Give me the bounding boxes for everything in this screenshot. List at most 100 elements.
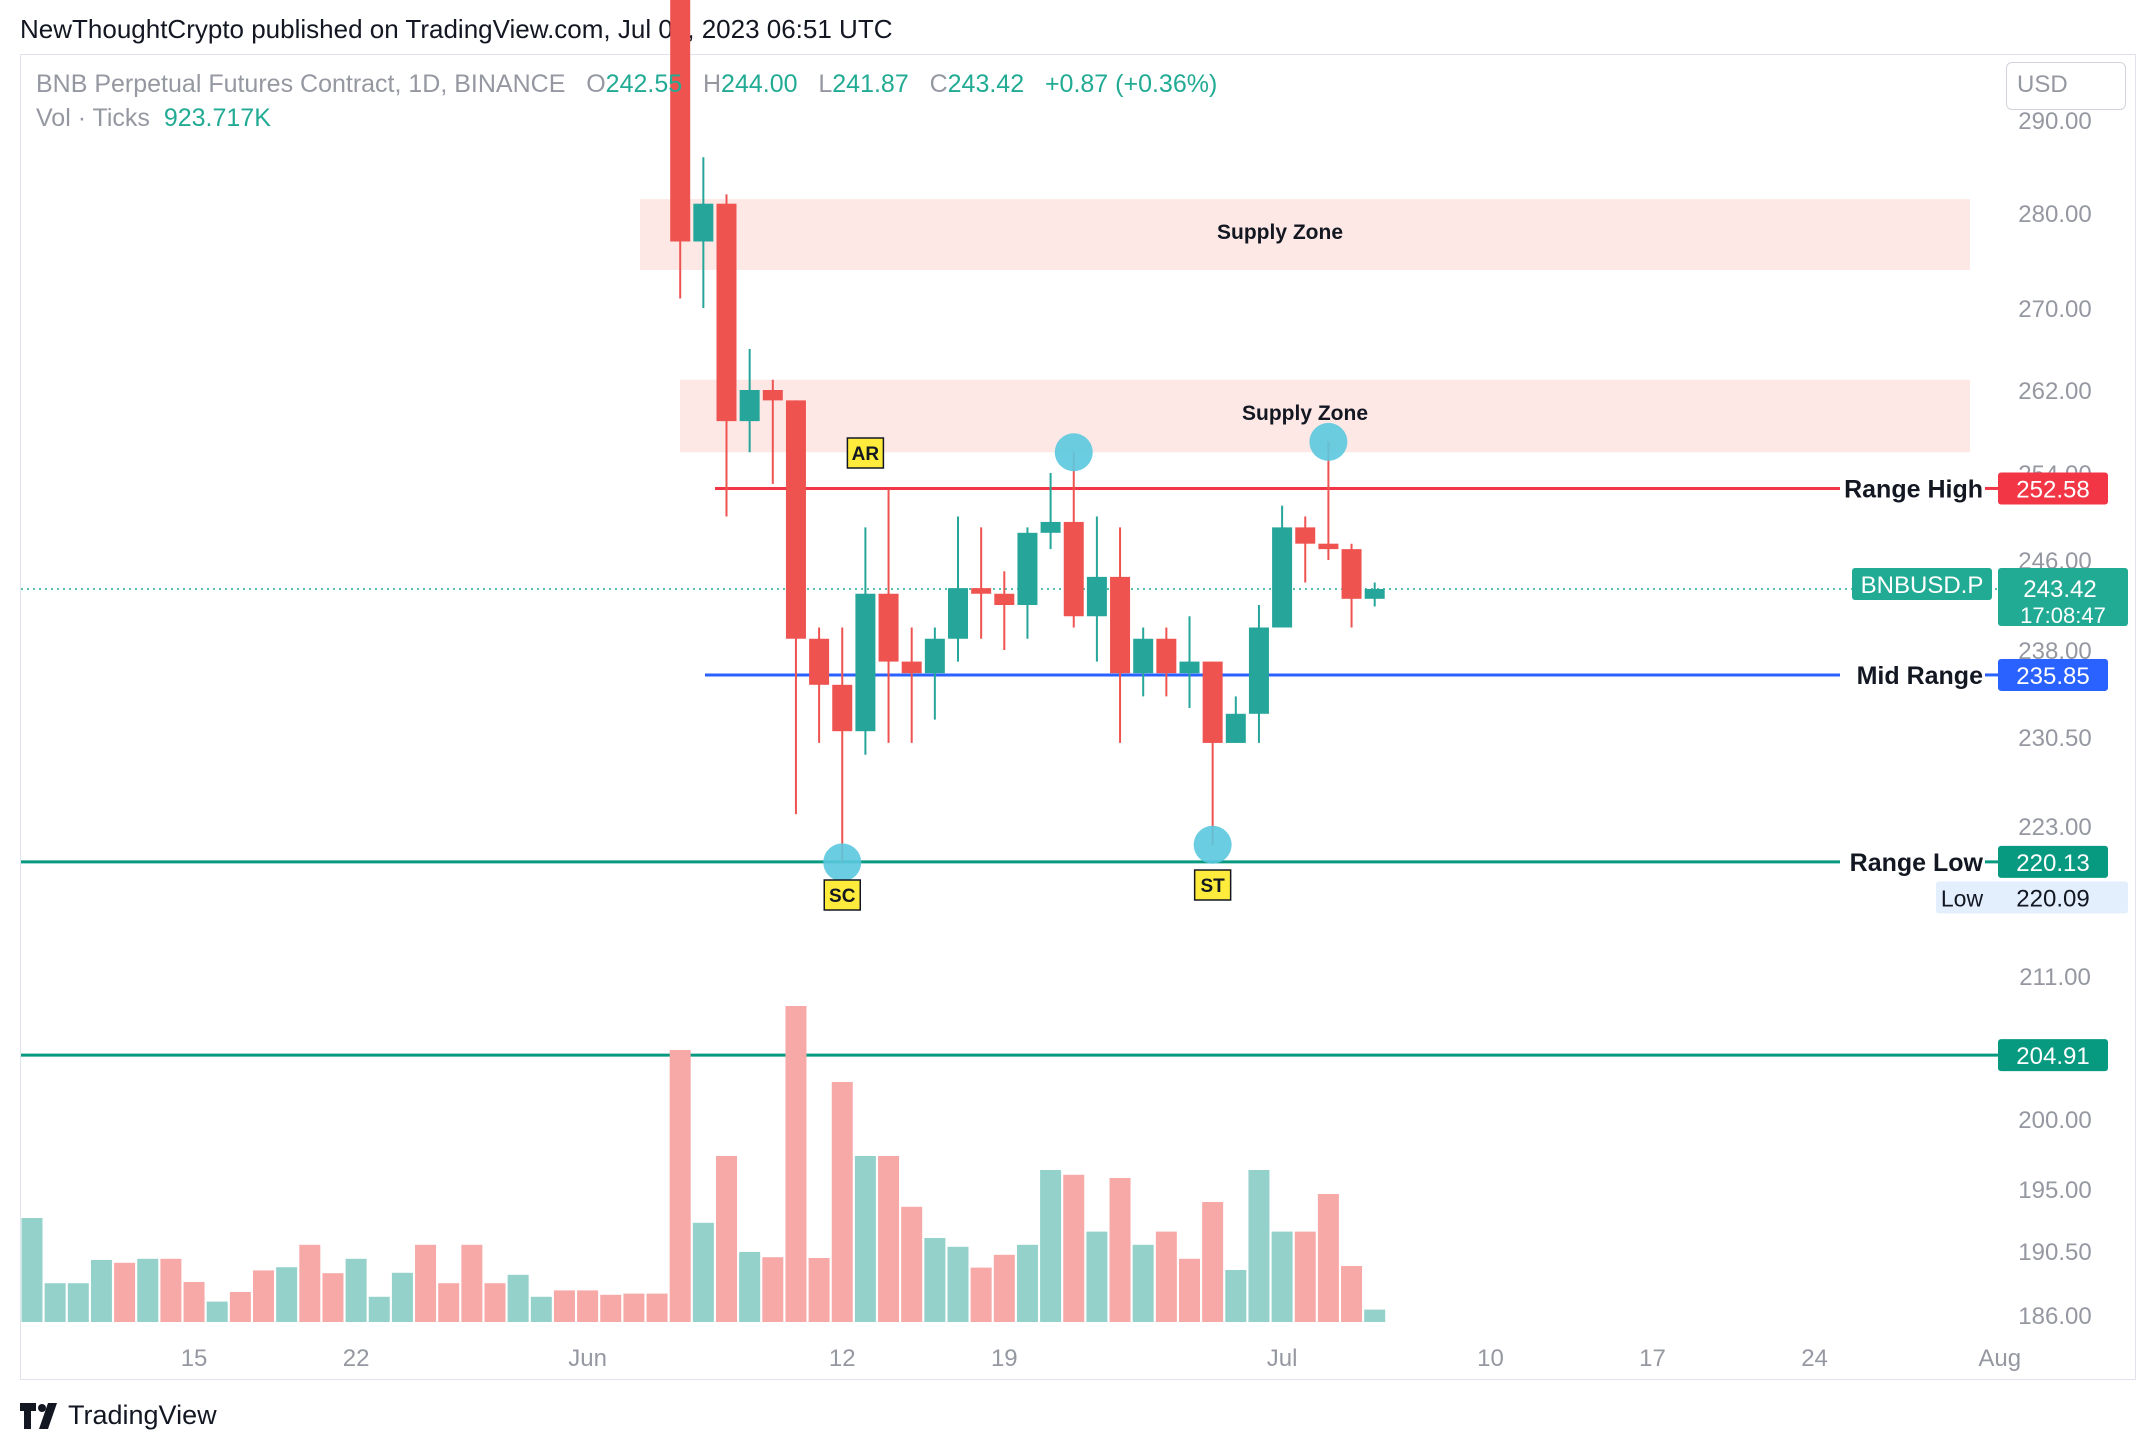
swing-marker xyxy=(1193,825,1232,864)
level-4-tag: 204.91 xyxy=(2016,1043,2089,1070)
y-axis-tick: 230.50 xyxy=(2018,725,2091,752)
volume-bar xyxy=(623,1293,645,1322)
candle-body xyxy=(1086,576,1107,617)
annotation-box-sc xyxy=(823,879,861,911)
candle-body xyxy=(1202,661,1223,743)
volume-bar xyxy=(1294,1231,1316,1322)
candle-body xyxy=(1063,521,1084,617)
open-label: O xyxy=(586,70,606,98)
candle-body xyxy=(855,593,876,732)
mid-range-tag-bg xyxy=(1998,658,2108,691)
volume-bar xyxy=(484,1283,506,1322)
volume-legend: Vol · Ticks 923.717K xyxy=(36,104,271,133)
low-tag-bg xyxy=(1936,881,2128,914)
level-label-1: Range High xyxy=(1844,475,1983,503)
volume-bar xyxy=(183,1282,205,1322)
volume-bar xyxy=(67,1283,89,1322)
volume-bar xyxy=(21,1218,43,1322)
candle-body xyxy=(1179,661,1200,674)
volume-bar xyxy=(716,1156,737,1322)
low-tag-label: Low xyxy=(1941,885,1984,911)
candle-body xyxy=(1341,549,1362,599)
volume-bar xyxy=(1016,1244,1038,1322)
volume-bar xyxy=(1225,1270,1247,1322)
volume-bar xyxy=(114,1262,136,1322)
x-axis-tick: 24 xyxy=(1801,1345,1828,1372)
level-4-tag-bg xyxy=(1998,1039,2108,1072)
volume-bar xyxy=(739,1252,761,1322)
volume-bar xyxy=(160,1258,182,1322)
tradingview-logo[interactable]: TradingView xyxy=(20,1400,217,1431)
volume-bar xyxy=(1341,1266,1363,1322)
volume-value: 923.717K xyxy=(163,104,271,132)
annotation-label-st: ST xyxy=(1201,876,1226,897)
y-axis-tick: 290.00 xyxy=(2018,108,2091,135)
candle-body xyxy=(971,588,992,594)
supply-zone-label-1: Supply Zone xyxy=(1217,221,1343,244)
volume-bar xyxy=(137,1258,159,1322)
y-axis-tick: 223.00 xyxy=(2018,814,2091,841)
x-axis-tick: Jul xyxy=(1267,1345,1298,1372)
volume-bar xyxy=(530,1296,552,1322)
range-low-tag-bg xyxy=(1998,845,2108,878)
candle-body xyxy=(670,0,691,242)
volume-bar xyxy=(924,1238,946,1322)
last-price-tag-bg xyxy=(1998,568,2128,627)
last-price-tag: 243.42 xyxy=(2023,576,2096,603)
y-axis-tick: 211.00 xyxy=(2019,964,2091,991)
volume-bar xyxy=(461,1244,483,1322)
open-value: 242.55 xyxy=(605,70,683,98)
chart-canvas[interactable]: Supply Zone Supply Zone Range High Mid Rang… xyxy=(0,0,2156,1390)
volume-bar xyxy=(438,1283,460,1322)
candle-body xyxy=(716,203,737,422)
symbol-title: BNB Perpetual Futures Contract, 1D, BINA… xyxy=(36,70,566,98)
x-axis-tick: Aug xyxy=(1978,1345,2021,1372)
x-axis-tick: 19 xyxy=(991,1345,1018,1372)
candle-body xyxy=(1364,589,1385,599)
volume-bar xyxy=(322,1273,344,1322)
close-value: 243.42 xyxy=(947,70,1025,98)
level-label-2: Mid Range xyxy=(1857,662,1983,690)
candle-body xyxy=(1133,638,1154,674)
high-label: H xyxy=(702,70,722,98)
volume-bar xyxy=(692,1222,714,1322)
volume-bar xyxy=(1179,1258,1200,1322)
level-label-3: Range Low xyxy=(1850,849,1984,877)
volume-bar xyxy=(553,1290,575,1322)
volume-bar xyxy=(206,1301,228,1322)
swing-marker xyxy=(1309,422,1348,461)
volume-bar xyxy=(646,1293,668,1322)
change-value: +0.87 (+0.36%) xyxy=(1044,70,1218,98)
volume-bar xyxy=(878,1156,900,1322)
annotation-box-st xyxy=(1193,869,1232,901)
low-tag-value: 220.09 xyxy=(2016,885,2089,912)
x-axis-tick: 12 xyxy=(829,1345,856,1372)
candle-body xyxy=(924,638,945,674)
volume-bar xyxy=(831,1082,853,1322)
candle-body xyxy=(785,400,806,639)
swing-marker xyxy=(823,843,862,882)
candle-body xyxy=(1248,627,1269,714)
volume-bar xyxy=(345,1258,367,1322)
candle-body xyxy=(1295,527,1316,544)
volume-bar xyxy=(1132,1244,1154,1322)
candle-body xyxy=(1040,521,1061,533)
volume-bar xyxy=(970,1267,992,1322)
volume-bar xyxy=(1155,1231,1177,1322)
volume-bar xyxy=(1364,1309,1386,1322)
volume-bar xyxy=(1063,1174,1085,1322)
chart-frame[interactable] xyxy=(20,54,2136,1380)
volume-bar xyxy=(415,1244,437,1322)
volume-bar xyxy=(669,1050,691,1322)
volume-bar xyxy=(854,1156,876,1322)
candle-body xyxy=(693,203,714,242)
candle-body xyxy=(832,684,853,732)
volume-bar xyxy=(229,1292,251,1322)
symbol-tag: BNBUSD.P xyxy=(1861,572,1984,599)
publisher-caption: NewThoughtCrypto published on TradingVie… xyxy=(20,14,893,44)
volume-bar xyxy=(901,1206,923,1322)
currency-selector[interactable]: USD xyxy=(2006,62,2126,110)
y-axis-tick: 280.00 xyxy=(2018,201,2091,228)
range-low-tag: 220.13 xyxy=(2016,850,2089,877)
candle-body xyxy=(1272,527,1293,628)
